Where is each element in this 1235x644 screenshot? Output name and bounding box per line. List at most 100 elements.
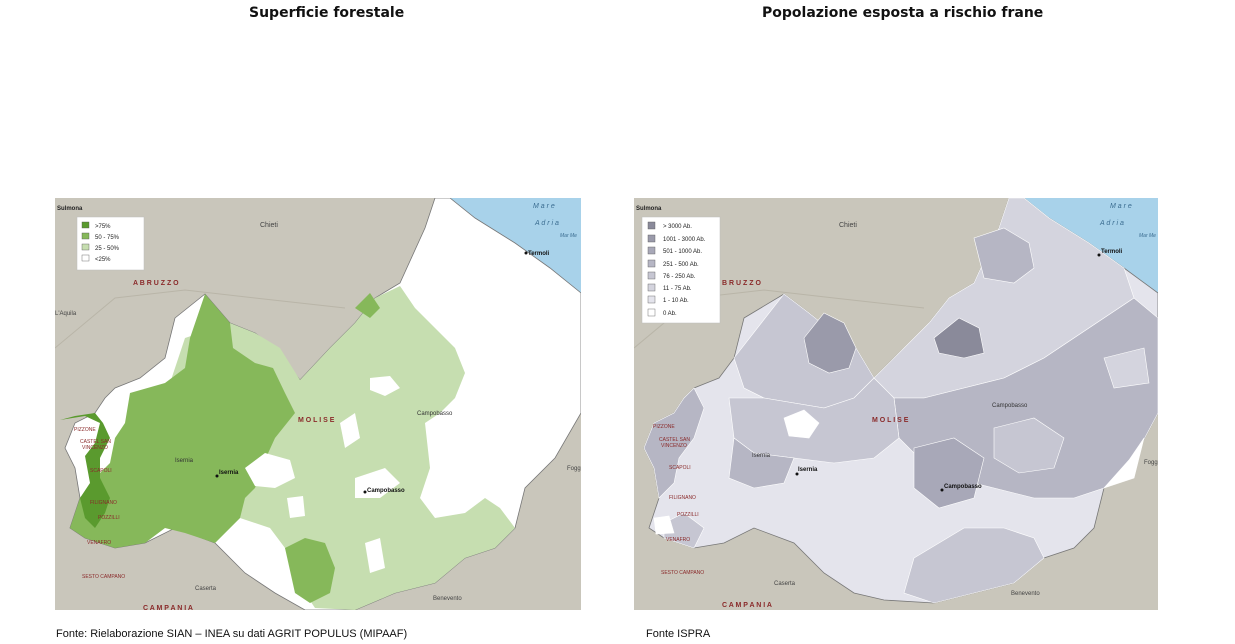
forest-under-25-patch — [245, 453, 295, 488]
right-map-source: Fonte ISPRA — [646, 628, 711, 640]
forest-50-75-north — [355, 293, 380, 318]
label-pozzilli: POZZILLI — [98, 515, 120, 521]
label-chieti: Chieti — [839, 222, 857, 229]
label-campania: C A M P A N I A — [722, 602, 772, 609]
label-isernia: Isernia — [798, 467, 818, 473]
label-caserta: Caserta — [774, 581, 796, 587]
label-aquila: L'Aquila — [55, 311, 77, 317]
label-foggia: Fogg — [567, 466, 581, 472]
label-campania: C A M P A N I A — [143, 605, 193, 610]
label-venafro: VENAFRO — [87, 540, 111, 546]
right-map-title: Popolazione esposta a rischio frane — [762, 5, 1044, 21]
label-isernia: Isernia — [219, 470, 239, 476]
label-pozzilli: POZZILLI — [677, 512, 699, 518]
forest-over-75 — [60, 413, 110, 528]
legend-swatch — [81, 254, 90, 262]
forest-50-75-south — [285, 538, 335, 603]
forest-50-75 — [70, 294, 295, 548]
legend-swatch — [647, 295, 656, 304]
district — [913, 437, 985, 509]
label-isernia-prov: Isernia — [175, 458, 194, 464]
label-benevento: Benevento — [433, 596, 462, 602]
district-zero — [653, 515, 675, 535]
district-zero — [1103, 437, 1145, 489]
left-map-source: Fonte: Rielaborazione SIAN – INEA su dat… — [56, 628, 408, 640]
legend-label: <25% — [95, 257, 111, 263]
forest-under-25-patch — [355, 468, 400, 498]
label-abruzzo: A B R U Z Z O — [133, 280, 179, 287]
label-vincenzo: VINCENZO — [661, 443, 687, 449]
legend-label: >75% — [95, 224, 111, 230]
label-pizzone: PIZZONE — [74, 427, 96, 433]
legend-swatch — [81, 232, 90, 240]
legend-label: 25 - 50% — [95, 246, 120, 252]
right-map: > 3000 Ab. 1001 - 3000 Ab. 501 - 1000 Ab… — [634, 198, 1158, 610]
label-scapoli: SCAPOLI — [669, 465, 691, 471]
label-mar-me: Mar Me — [560, 233, 577, 239]
label-campobasso: Campobasso — [367, 488, 405, 494]
label-venafro: VENAFRO — [666, 537, 690, 543]
left-map: >75% 50 - 75% 25 - 50% <25% Sulmona Chie… — [55, 198, 581, 610]
legend-swatch — [647, 283, 656, 292]
label-campobasso-prov: Campobasso — [417, 411, 453, 417]
label-mare: M a r e — [533, 203, 555, 210]
legend-label: > 3000 Ab. — [663, 224, 692, 230]
district — [663, 512, 705, 549]
label-pizzone: PIZZONE — [653, 424, 675, 430]
district-high — [803, 312, 857, 374]
label-campobasso: Campobasso — [944, 484, 982, 490]
district-highest — [933, 317, 985, 359]
legend-swatch — [647, 259, 656, 268]
legend-label: 11 - 75 Ab. — [663, 286, 692, 292]
label-molise: M O L I S E — [298, 417, 335, 424]
adriatic-sea — [1024, 198, 1158, 293]
label-sulmona: Sulmona — [57, 206, 83, 212]
right-legend — [641, 216, 721, 324]
legend-swatch — [81, 243, 90, 251]
forest-under-25-patch — [370, 376, 400, 396]
label-molise: M O L I S E — [872, 417, 909, 424]
label-castel-san: CASTEL SAN — [659, 437, 690, 443]
district — [993, 417, 1065, 474]
district — [643, 387, 705, 499]
legend-label: 1001 - 3000 Ab. — [663, 237, 706, 243]
adriatic-sea — [450, 198, 581, 293]
legend-label: 1 - 10 Ab. — [663, 298, 689, 304]
district — [728, 437, 795, 489]
label-vincenzo: VINCENZO — [82, 445, 108, 451]
label-filignano: FILIGNANO — [90, 500, 117, 506]
legend-swatch — [647, 308, 656, 317]
left-map-canvas: >75% 50 - 75% 25 - 50% <25% Sulmona Chie… — [55, 198, 581, 610]
legend-swatch — [647, 246, 656, 255]
label-benevento: Benevento — [1011, 591, 1040, 597]
label-filignano: FILIGNANO — [669, 495, 696, 501]
right-map-canvas: > 3000 Ab. 1001 - 3000 Ab. 501 - 1000 Ab… — [634, 198, 1158, 610]
forest-under-25-patch — [287, 496, 305, 518]
legend-swatch — [81, 221, 90, 229]
label-isernia-prov: Isernia — [752, 453, 771, 459]
legend-label: 0 Ab. — [663, 311, 677, 317]
district-zero — [783, 409, 820, 439]
label-campobasso-prov: Campobasso — [992, 403, 1028, 409]
label-chieti: Chieti — [260, 222, 278, 229]
label-termoli: Termoli — [528, 251, 550, 257]
label-sulmona: Sulmona — [636, 206, 662, 212]
label-mar-me: Mar Me — [1139, 233, 1156, 239]
label-sesto-campano: SESTO CAMPANO — [661, 570, 704, 576]
legend-label: 76 - 250 Ab. — [663, 274, 696, 280]
label-mare: M a r e — [1110, 203, 1132, 210]
legend-swatch — [647, 234, 656, 243]
left-map-title: Superficie forestale — [249, 5, 405, 21]
label-castel-san: CASTEL SAN — [80, 439, 111, 445]
legend-label: 50 - 75% — [95, 235, 120, 241]
legend-label: 501 - 1000 Ab. — [663, 249, 702, 255]
label-adria: A d r i a — [534, 220, 559, 227]
forest-under-25-patch — [365, 538, 385, 573]
legend-swatch — [647, 221, 656, 230]
label-sesto-campano: SESTO CAMPANO — [82, 574, 125, 580]
label-foggia: Fogg — [1144, 460, 1158, 466]
legend-label: 251 - 500 Ab. — [663, 262, 699, 268]
label-abruzzo: B R U Z Z O — [722, 280, 761, 287]
forest-under-25-patch — [340, 413, 360, 448]
label-scapoli: SCAPOLI — [90, 468, 112, 474]
